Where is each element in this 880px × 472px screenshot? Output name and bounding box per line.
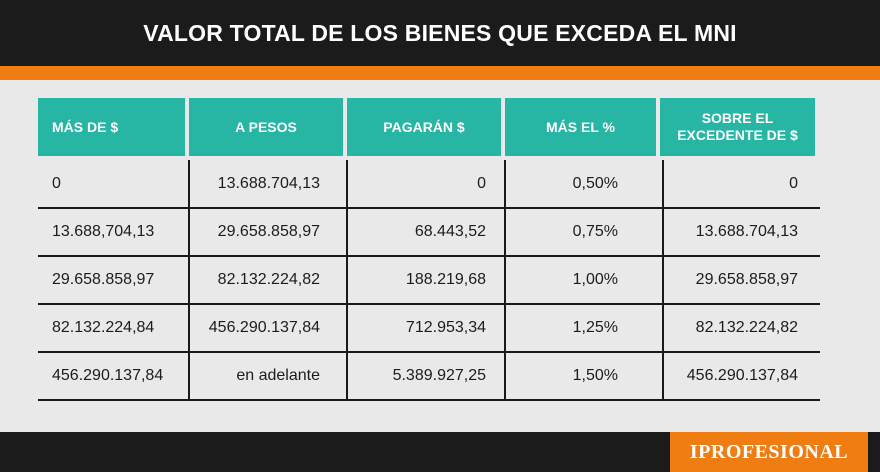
cell-a-pesos: en adelante [188,353,346,399]
column-header-mas-de: MÁS DE $ [38,98,185,156]
cell-mas-el-porcentaje: 0,75% [504,209,662,255]
cell-pagaran: 5.389.927,25 [346,353,504,399]
column-header-pagaran: PAGARÁN $ [347,98,501,156]
title-banner: VALOR TOTAL DE LOS BIENES QUE EXCEDA EL … [0,0,880,66]
cell-sobre-el-excedente: 82.132.224,82 [662,305,820,351]
brand-logo: IPROFESIONAL [670,432,868,472]
page-title: VALOR TOTAL DE LOS BIENES QUE EXCEDA EL … [143,19,737,46]
cell-a-pesos: 13.688.704,13 [188,160,346,207]
cell-mas-de: 13.688,704,13 [52,223,155,240]
table-row: 82.132.224,84 456.290.137,84 712.953,34 … [38,305,820,353]
cell-a-pesos: 29.658.858,97 [188,209,346,255]
cell-sobre-el-excedente: 456.290.137,84 [662,353,820,399]
column-header-sobre-el-excedente: SOBRE EL EXCEDENTE DE $ [660,98,815,156]
cell-a-pesos: 82.132.224,82 [188,257,346,303]
column-header-mas-el-porcentaje: MÁS EL % [505,98,656,156]
cell-mas-de: 456.290.137,84 [52,367,164,384]
cell-mas-el-porcentaje: 1,50% [504,353,662,399]
cell-pagaran: 68.443,52 [346,209,504,255]
footer-bar: IPROFESIONAL [0,432,880,472]
cell-mas-de: 29.658.858,97 [52,271,155,288]
table-row: 29.658.858,97 82.132.224,82 188.219,68 1… [38,257,820,305]
cell-mas-de: 0 [52,174,61,192]
column-header-a-pesos: A PESOS [189,98,343,156]
cell-sobre-el-excedente: 29.658.858,97 [662,257,820,303]
table-row: 456.290.137,84 en adelante 5.389.927,25 … [38,353,820,401]
cell-mas-de: 82.132.224,84 [52,319,155,336]
cell-mas-el-porcentaje: 1,00% [504,257,662,303]
table-header-row: MÁS DE $ A PESOS PAGARÁN $ MÁS EL % SOBR… [38,98,820,156]
tax-bracket-table: MÁS DE $ A PESOS PAGARÁN $ MÁS EL % SOBR… [38,98,820,401]
cell-a-pesos: 456.290.137,84 [188,305,346,351]
cell-pagaran: 712.953,34 [346,305,504,351]
cell-sobre-el-excedente: 13.688.704,13 [662,209,820,255]
cell-mas-el-porcentaje: 1,25% [504,305,662,351]
cell-pagaran: 188.219,68 [346,257,504,303]
cell-sobre-el-excedente: 0 [662,160,820,207]
cell-pagaran: 0 [346,160,504,207]
cell-mas-el-porcentaje: 0,50% [504,160,662,207]
accent-divider [0,66,880,80]
table-row: 0 13.688.704,13 0 0,50% 0 [38,160,820,209]
table-body: 0 13.688.704,13 0 0,50% 0 13.688,704,13 … [38,160,820,401]
table-row: 13.688,704,13 29.658.858,97 68.443,52 0,… [38,209,820,257]
